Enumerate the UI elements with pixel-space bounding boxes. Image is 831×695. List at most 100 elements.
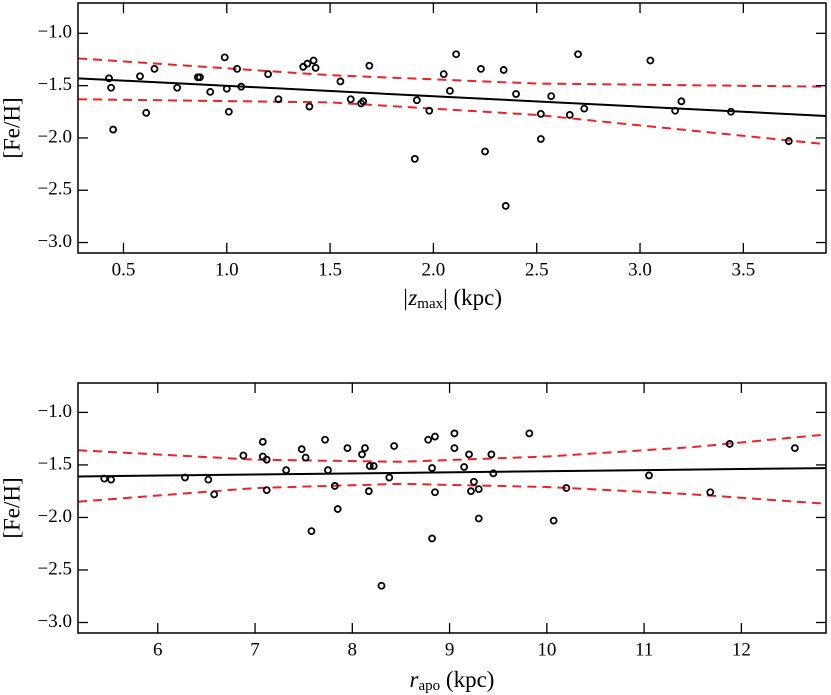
data-point bbox=[324, 466, 332, 475]
x-tick-label: 1.0 bbox=[215, 259, 239, 280]
data-point bbox=[224, 107, 233, 116]
y-tick-label: −1.0 bbox=[38, 22, 72, 43]
data-point bbox=[790, 444, 799, 453]
data-point bbox=[450, 444, 459, 453]
data-point bbox=[706, 488, 715, 497]
data-point bbox=[377, 581, 386, 590]
data-point bbox=[262, 455, 271, 464]
data-point bbox=[565, 111, 574, 119]
data-point bbox=[150, 64, 159, 73]
data-point bbox=[784, 137, 793, 145]
data-point bbox=[305, 102, 314, 111]
y-tick-label: −3.0 bbox=[38, 611, 72, 632]
x-tick-label: 2.5 bbox=[525, 259, 549, 280]
x-tick-label: 7 bbox=[250, 639, 260, 660]
data-point bbox=[303, 59, 312, 68]
x-axis-label-part: apo bbox=[419, 678, 441, 694]
x-axis-label: |zmax| (kpc) bbox=[402, 285, 502, 312]
data-point bbox=[645, 471, 653, 480]
data-point bbox=[499, 66, 508, 74]
data-point bbox=[262, 486, 271, 495]
data-point bbox=[321, 435, 329, 444]
data-point bbox=[460, 463, 469, 471]
data-point bbox=[333, 505, 342, 513]
data-point bbox=[452, 50, 461, 59]
data-point bbox=[525, 429, 534, 438]
data-point bbox=[330, 482, 339, 490]
x-tick-label: 2.0 bbox=[422, 259, 446, 280]
data-point bbox=[136, 72, 144, 81]
data-point bbox=[431, 432, 439, 441]
data-point bbox=[206, 88, 215, 96]
data-point bbox=[196, 73, 204, 82]
data-point bbox=[274, 95, 283, 104]
data-point bbox=[369, 462, 378, 470]
data-point bbox=[222, 84, 231, 93]
data-point bbox=[549, 516, 558, 525]
y-tick-label: −2.0 bbox=[38, 126, 72, 147]
data-point bbox=[424, 435, 433, 444]
data-point bbox=[385, 473, 394, 482]
data-point bbox=[425, 106, 434, 115]
x-axis-label-part: |z bbox=[402, 285, 417, 310]
fit-line bbox=[77, 77, 827, 117]
x-axis-label-part: | (kpc) bbox=[443, 285, 502, 310]
data-point bbox=[580, 104, 589, 113]
y-tick-label: −2.5 bbox=[38, 558, 72, 579]
y-tick-label: −2.0 bbox=[38, 506, 72, 527]
data-point bbox=[431, 488, 439, 497]
data-point bbox=[109, 125, 118, 134]
data-point bbox=[343, 444, 352, 453]
data-point bbox=[428, 534, 436, 543]
fit-line bbox=[77, 433, 827, 463]
x-tick-label: 0.5 bbox=[112, 259, 136, 280]
data-point bbox=[450, 429, 459, 438]
data-point bbox=[646, 56, 655, 65]
fit-line bbox=[77, 57, 827, 88]
data-point bbox=[547, 92, 556, 100]
data-point bbox=[446, 86, 454, 95]
data-point bbox=[469, 477, 478, 486]
data-point bbox=[307, 527, 316, 536]
data-point bbox=[297, 445, 306, 454]
data-point bbox=[465, 450, 473, 459]
x-tick-label: 1.5 bbox=[318, 259, 342, 280]
data-point bbox=[173, 83, 182, 92]
data-point bbox=[725, 440, 734, 448]
fit-line bbox=[77, 467, 827, 478]
data-point bbox=[671, 106, 680, 115]
x-tick-label: 10 bbox=[537, 639, 556, 660]
x-tick-label: 12 bbox=[732, 639, 751, 660]
data-point bbox=[258, 437, 267, 446]
data-point bbox=[412, 96, 421, 105]
data-point bbox=[107, 83, 115, 92]
data-point bbox=[477, 64, 485, 73]
y-tick-label: −1.5 bbox=[38, 453, 72, 474]
data-point bbox=[365, 462, 374, 470]
data-point bbox=[474, 485, 483, 493]
data-point bbox=[536, 109, 545, 118]
data-point bbox=[204, 475, 213, 484]
y-tick-label: −1.0 bbox=[38, 401, 72, 422]
data-point bbox=[574, 50, 582, 59]
data-point bbox=[181, 473, 189, 482]
y-tick-label: −3.0 bbox=[38, 231, 72, 252]
data-point bbox=[501, 202, 510, 210]
data-point bbox=[467, 487, 475, 496]
y-tick-label: −1.5 bbox=[38, 74, 72, 95]
data-point bbox=[677, 97, 686, 106]
y-tick-label: −2.5 bbox=[38, 179, 72, 200]
data-point bbox=[282, 466, 291, 475]
data-point bbox=[439, 70, 448, 79]
y-axis-label: [Fe/H] bbox=[0, 97, 24, 158]
data-point bbox=[100, 474, 109, 483]
x-axis-label-part: (kpc) bbox=[440, 667, 494, 692]
data-point bbox=[727, 107, 735, 116]
plot-frame bbox=[77, 2, 827, 254]
y-axis-label: [Fe/H] bbox=[0, 477, 24, 538]
data-point bbox=[107, 475, 115, 484]
data-point bbox=[311, 63, 320, 72]
plot-frame bbox=[77, 382, 827, 634]
data-point bbox=[346, 95, 355, 104]
